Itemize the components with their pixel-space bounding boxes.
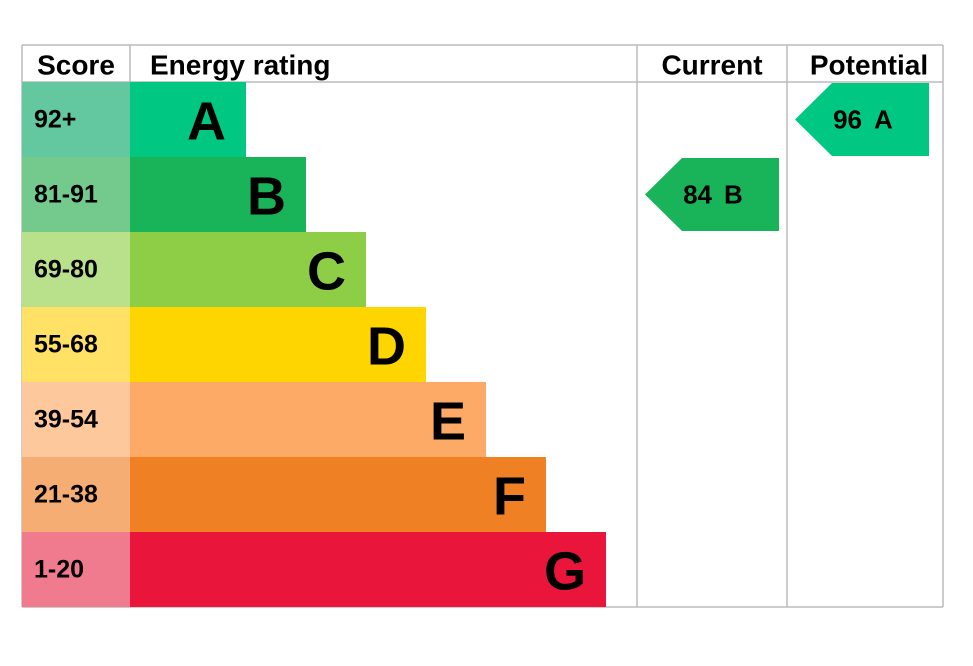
- score-label: 81-91: [34, 181, 98, 209]
- header: Score Energy rating Current Potential: [37, 50, 928, 81]
- rating-bar: [130, 457, 546, 532]
- score-cell: [22, 307, 130, 382]
- rating-bar: [130, 382, 486, 457]
- header-potential: Potential: [810, 50, 928, 81]
- rating-bar: [130, 157, 306, 232]
- potential-arrow: [795, 83, 929, 156]
- score-cell: [22, 82, 130, 157]
- potential-letter: A: [874, 105, 893, 135]
- rating-bar: [130, 82, 246, 157]
- rating-letter: C: [307, 242, 346, 302]
- rating-bar: [130, 307, 426, 382]
- score-label: 1-20: [34, 556, 84, 584]
- score-cell: [22, 457, 130, 532]
- rating-letter: A: [187, 92, 226, 152]
- current-arrow: [645, 158, 779, 231]
- header-rating: Energy rating: [150, 50, 330, 81]
- current-letter: B: [724, 180, 743, 210]
- potential-value: 96: [833, 105, 862, 135]
- score-label: 92+: [34, 106, 76, 134]
- current-value: 84: [683, 180, 712, 210]
- score-cell: [22, 532, 130, 607]
- header-score: Score: [37, 50, 115, 81]
- rating-letter: D: [367, 317, 406, 377]
- rating-letter: B: [247, 167, 286, 227]
- rating-letter: G: [544, 542, 586, 602]
- score-cell: [22, 382, 130, 457]
- rating-letter: F: [493, 467, 526, 527]
- rating-bar: [130, 532, 606, 607]
- score-label: 21-38: [34, 481, 98, 509]
- score-cell: [22, 232, 130, 307]
- rating-bar: [130, 232, 366, 307]
- score-label: 39-54: [34, 406, 98, 434]
- score-label: 69-80: [34, 256, 98, 284]
- rating-letter: E: [430, 392, 466, 452]
- score-label: 55-68: [34, 331, 98, 359]
- header-current: Current: [661, 50, 762, 81]
- score-cell: [22, 157, 130, 232]
